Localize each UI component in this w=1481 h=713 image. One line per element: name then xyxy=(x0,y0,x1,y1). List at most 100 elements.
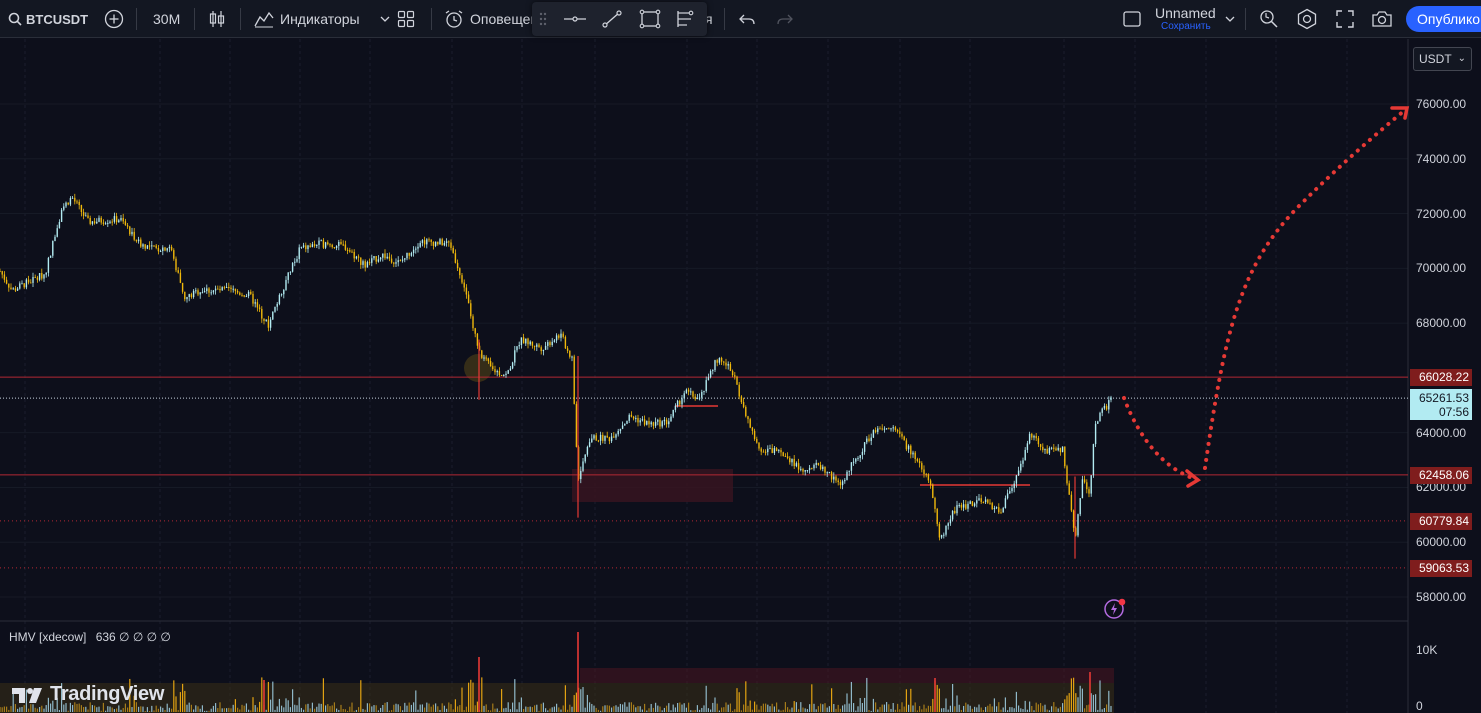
volume-bar xyxy=(1037,704,1039,712)
trend-line-icon[interactable] xyxy=(601,9,623,29)
templates-button[interactable] xyxy=(397,0,415,38)
indicators-button[interactable]: Индикаторы xyxy=(254,0,390,38)
candle-body xyxy=(397,260,399,263)
layout-name-button[interactable]: Unnamed Сохранить xyxy=(1155,0,1216,38)
lightning-alert-icon[interactable] xyxy=(1103,597,1127,621)
currency-select[interactable]: USDT ⌄ xyxy=(1413,47,1472,71)
compare-add-button[interactable] xyxy=(104,0,124,38)
candle-body xyxy=(415,248,417,250)
candle-body xyxy=(384,253,386,259)
save-link[interactable]: Сохранить xyxy=(1161,21,1211,32)
candle-body xyxy=(899,431,901,434)
candle-body xyxy=(696,398,699,400)
volume-bar xyxy=(140,706,142,712)
tv-logo-icon xyxy=(12,687,42,703)
candle-body xyxy=(186,296,188,300)
horizontal-line-icon[interactable] xyxy=(563,10,587,28)
candle-body xyxy=(410,253,413,256)
candle-body xyxy=(800,468,802,470)
volume-bar xyxy=(945,698,947,712)
candle-body xyxy=(628,414,630,421)
volume-bar xyxy=(714,697,716,712)
candle-body xyxy=(1075,527,1077,536)
candle-body xyxy=(586,446,589,455)
candle-body xyxy=(976,500,978,504)
price-chart[interactable] xyxy=(0,39,1481,713)
candle-body xyxy=(131,231,133,235)
candle-body xyxy=(529,341,531,345)
layout-select-checkbox[interactable] xyxy=(1122,0,1142,38)
publish-button[interactable]: Опублико xyxy=(1406,6,1481,32)
volume-bar xyxy=(1042,705,1044,712)
volume-bar xyxy=(754,701,756,712)
interval-button[interactable]: 30M xyxy=(153,11,181,27)
chevron-down-icon xyxy=(1225,16,1235,22)
undo-button[interactable] xyxy=(738,0,756,38)
gear-icon xyxy=(1297,8,1317,30)
candle-body xyxy=(49,255,52,258)
candle-body xyxy=(709,371,712,378)
volume-bar xyxy=(727,704,729,712)
candle-body xyxy=(265,319,267,321)
candle-body xyxy=(707,377,710,381)
candle-body xyxy=(894,427,897,431)
candle-body xyxy=(166,248,168,251)
tradingview-logo[interactable]: TradingView xyxy=(12,683,164,706)
volume-bar xyxy=(303,709,305,712)
snapshot-button[interactable] xyxy=(1371,0,1393,38)
indicator-legend[interactable]: HMV [xdecow] 636 ∅ ∅ ∅ ∅ xyxy=(9,630,171,644)
rectangle-tool-icon[interactable] xyxy=(639,9,661,29)
symbol-search-button[interactable]: BTCUSDT xyxy=(8,0,88,38)
candle-body xyxy=(503,375,505,377)
candle-body xyxy=(813,464,815,469)
volume-bar xyxy=(496,708,498,712)
volume-bar xyxy=(531,707,533,712)
volume-bar xyxy=(404,702,406,712)
price-axis-label: 62000.00 xyxy=(1416,480,1467,495)
candle-body xyxy=(294,261,296,263)
volume-bar xyxy=(905,689,907,712)
candle-body xyxy=(518,345,520,347)
redo-button[interactable] xyxy=(776,0,794,38)
volume-bar xyxy=(879,707,881,712)
volume-bar xyxy=(811,684,813,712)
volume-bar xyxy=(56,697,58,712)
volume-bar xyxy=(135,702,137,712)
volume-bar xyxy=(283,707,285,712)
candle-body xyxy=(443,242,446,246)
layout-menu-button[interactable] xyxy=(1224,0,1236,38)
volume-bar xyxy=(272,681,274,712)
candle-body xyxy=(272,311,274,320)
highlight-marker xyxy=(464,354,492,382)
candle-body xyxy=(195,290,197,292)
candle-body xyxy=(412,249,415,254)
volume-bar xyxy=(694,710,696,712)
candle-body xyxy=(637,418,639,423)
volume-bar xyxy=(146,707,148,712)
candle-body xyxy=(157,247,160,252)
candle-body xyxy=(736,376,738,385)
candle-body xyxy=(1072,510,1075,528)
settings-button[interactable] xyxy=(1296,0,1318,38)
quick-search-button[interactable] xyxy=(1258,0,1280,38)
candle-body xyxy=(496,370,498,373)
drag-handle-icon[interactable] xyxy=(539,12,547,26)
volume-bar xyxy=(329,706,331,712)
fib-retracement-icon[interactable] xyxy=(675,9,697,29)
fullscreen-button[interactable] xyxy=(1335,0,1355,38)
volume-bar xyxy=(551,707,553,712)
volume-bar xyxy=(96,707,98,712)
volume-bar xyxy=(626,706,628,712)
alert-button[interactable]: Оповещен xyxy=(444,0,538,38)
volume-bar xyxy=(21,706,23,712)
candle-body xyxy=(151,245,153,247)
volume-axis-label: 0 xyxy=(1416,699,1423,713)
indicators-icon xyxy=(254,11,274,28)
volume-bar xyxy=(164,709,166,712)
candle-body xyxy=(129,226,131,235)
candle-body xyxy=(577,446,580,480)
volume-bar xyxy=(831,688,833,712)
volume-bar xyxy=(978,704,980,712)
volume-bar xyxy=(868,710,870,712)
chart-type-button[interactable] xyxy=(208,0,226,38)
